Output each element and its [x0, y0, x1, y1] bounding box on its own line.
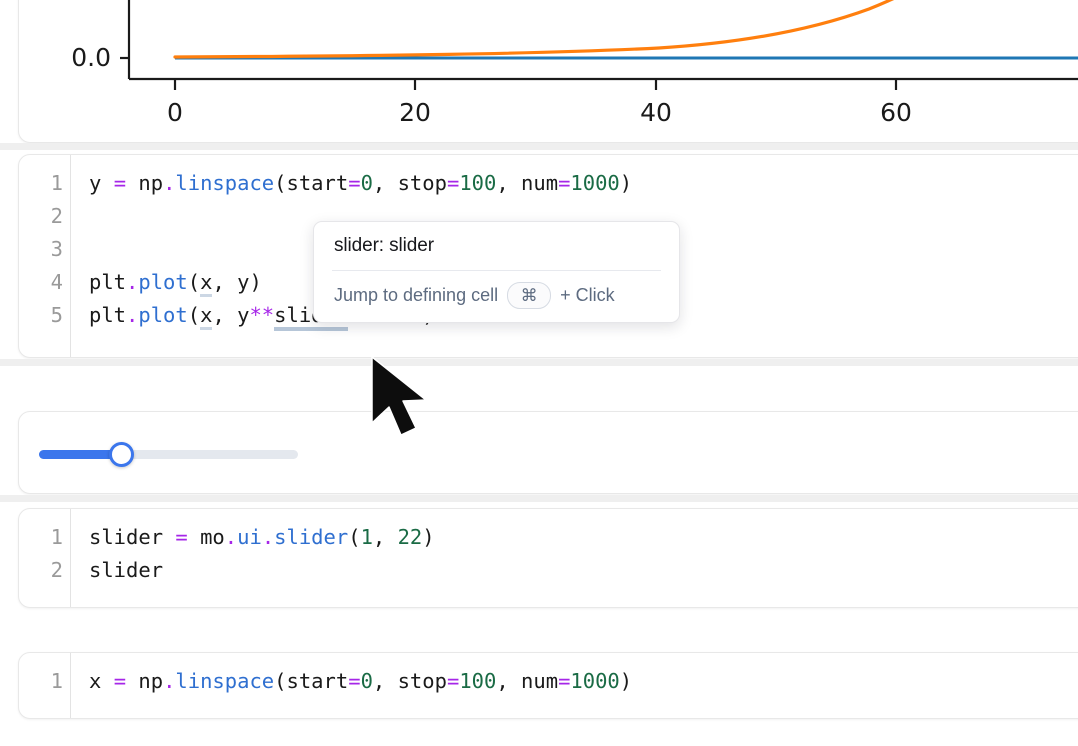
- code-line-4[interactable]: plt.plot(x, y): [89, 266, 262, 299]
- code-token: 22: [397, 525, 423, 549]
- cell-shadow-band-2: [0, 359, 1078, 366]
- code-token: =: [113, 171, 127, 195]
- code-token: slider: [89, 525, 176, 549]
- code-token: .: [224, 525, 238, 549]
- code-cell-slider-definition[interactable]: 1 2 slider = mo.ui.slider(1, 22) slider: [18, 508, 1078, 608]
- code-token: x: [89, 669, 114, 693]
- code-token: , num: [496, 669, 559, 693]
- code-token: 1000: [570, 171, 620, 195]
- x-tick-label-0: 0: [167, 98, 183, 127]
- plot-output-cell: 0.0 0 20 40 60: [18, 0, 1078, 143]
- code-line-1[interactable]: slider = mo.ui.slider(1, 22): [89, 521, 435, 554]
- code-token: , y: [212, 303, 250, 327]
- code-token: 100: [459, 171, 497, 195]
- line-number: 1: [50, 171, 63, 195]
- line-number: 4: [50, 270, 63, 294]
- slider-output-cell: [18, 411, 1078, 494]
- code-cell-x-definition[interactable]: 1 x = np.linspace(start=0, stop=100, num…: [18, 652, 1078, 719]
- code-token: =: [348, 171, 361, 195]
- chart-svg: 0.0 0 20 40 60: [71, 0, 1078, 127]
- code-token: =: [446, 669, 460, 693]
- variable-ref-x[interactable]: x: [200, 270, 213, 297]
- code-token: (: [348, 525, 361, 549]
- line-number: 1: [50, 525, 63, 549]
- series-line-orange: [173, 0, 895, 59]
- line-number-gutter: [19, 653, 71, 718]
- cell-shadow-band-3: [0, 495, 1078, 502]
- code-line-1[interactable]: y = np.linspace(start=0, stop=100, num=1…: [89, 167, 632, 200]
- code-line-1[interactable]: x = np.linspace(start=0, stop=100, num=1…: [89, 665, 632, 698]
- code-token: slider: [89, 558, 164, 582]
- slider-widget[interactable]: [39, 442, 316, 467]
- tooltip-title: slider: slider: [334, 235, 434, 256]
- line-number-gutter: [19, 509, 71, 607]
- code-token: , stop: [372, 171, 447, 195]
- code-token: ): [619, 171, 633, 195]
- code-token: =: [348, 669, 361, 693]
- slider-filled-track: [39, 450, 122, 459]
- code-token: , stop: [372, 669, 447, 693]
- code-token: plt: [89, 303, 127, 327]
- code-token: linspace: [175, 171, 275, 195]
- code-token: plt: [89, 270, 127, 294]
- code-token: .: [163, 171, 176, 195]
- line-number: 2: [50, 204, 63, 228]
- code-token: np: [126, 171, 164, 195]
- code-token: plot: [138, 270, 188, 294]
- line-number-gutter: [19, 155, 71, 357]
- code-line-2[interactable]: slider: [89, 554, 163, 587]
- code-token: linspace: [175, 669, 275, 693]
- code-token: =: [446, 171, 460, 195]
- code-token: =: [558, 669, 571, 693]
- code-token: ): [619, 669, 633, 693]
- code-token: .: [163, 669, 176, 693]
- mouse-pointer-icon: [371, 356, 427, 436]
- slider-track[interactable]: [39, 450, 298, 459]
- line-number: 1: [50, 669, 63, 693]
- code-token: (: [187, 270, 201, 294]
- symbol-hover-tooltip: slider: slider Jump to defining cell ⌘ +…: [313, 221, 680, 323]
- x-tick-label-20: 20: [399, 98, 431, 127]
- code-token: =: [558, 171, 571, 195]
- matplotlib-figure: 0.0 0 20 40 60: [19, 0, 1078, 142]
- tooltip-action-label: Jump to defining cell: [334, 285, 499, 305]
- line-number: 3: [50, 237, 63, 261]
- code-token: ,: [372, 525, 398, 549]
- code-token: mo: [187, 525, 225, 549]
- slider-thumb[interactable]: [109, 442, 135, 467]
- command-key-badge: ⌘: [507, 282, 552, 309]
- code-token: .: [126, 303, 139, 327]
- code-token: 1: [360, 525, 373, 549]
- code-token: (: [187, 303, 201, 327]
- code-token: 0: [360, 669, 373, 693]
- code-token: 0: [360, 171, 373, 195]
- y-tick-label-0: 0.0: [71, 43, 111, 72]
- line-number: 5: [50, 303, 63, 327]
- code-token: y: [89, 171, 114, 195]
- code-token: =: [175, 525, 188, 549]
- x-tick-label-40: 40: [640, 98, 672, 127]
- code-token: 1000: [570, 669, 620, 693]
- code-token: slider: [274, 525, 349, 549]
- code-token: plot: [138, 303, 188, 327]
- cell-shadow-band-1: [0, 143, 1078, 150]
- code-token: **: [249, 303, 275, 327]
- code-token: .: [261, 525, 275, 549]
- x-tick-label-60: 60: [880, 98, 912, 127]
- tooltip-key-suffix: + Click: [560, 285, 615, 305]
- code-token: =: [113, 669, 127, 693]
- code-token: ui: [237, 525, 262, 549]
- code-token: np: [126, 669, 164, 693]
- tooltip-divider: [332, 270, 661, 271]
- code-token: (start: [274, 171, 349, 195]
- variable-ref-x[interactable]: x: [200, 303, 213, 330]
- code-token: 100: [459, 669, 497, 693]
- line-number: 2: [50, 558, 63, 582]
- code-token: (start: [274, 669, 349, 693]
- code-token: , num: [496, 171, 559, 195]
- code-token: , y): [212, 270, 262, 294]
- code-token: .: [126, 270, 139, 294]
- code-token: ): [422, 525, 435, 549]
